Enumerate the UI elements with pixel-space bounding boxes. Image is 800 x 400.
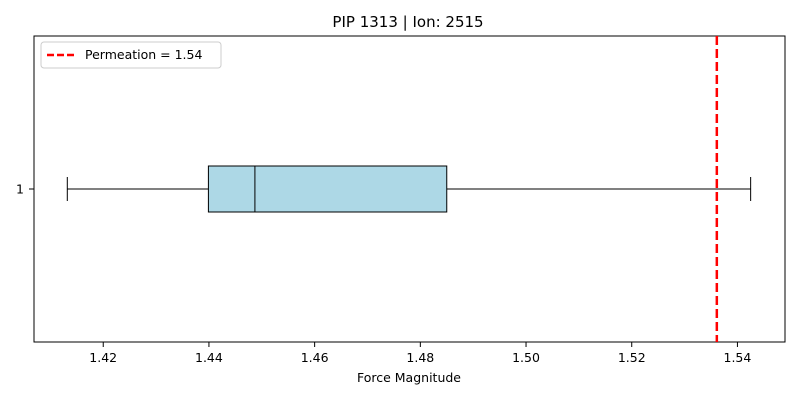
iqr-box <box>207 165 448 213</box>
x-tick-label: 1.48 <box>406 350 434 365</box>
x-tick-label: 1.54 <box>724 350 752 365</box>
legend-box <box>40 41 222 69</box>
y-tick-label: 1 <box>16 182 24 197</box>
x-tick-label: 1.44 <box>195 350 223 365</box>
x-tick-label: 1.52 <box>618 350 646 365</box>
box-plot-series <box>66 165 752 213</box>
x-axis: 1.42 1.44 1.46 1.48 1.50 1.52 1.54 <box>89 342 751 365</box>
x-tick-label: 1.42 <box>89 350 117 365</box>
x-axis-label: Force Magnitude <box>357 370 461 385</box>
legend: Permeation = 1.54 <box>40 41 222 69</box>
chart-title: PIP 1313 | Ion: 2515 <box>332 13 483 31</box>
x-tick-label: 1.50 <box>512 350 540 365</box>
y-axis: 1 <box>16 182 34 197</box>
legend-label: Permeation = 1.54 <box>85 47 202 62</box>
x-tick-label: 1.46 <box>301 350 329 365</box>
